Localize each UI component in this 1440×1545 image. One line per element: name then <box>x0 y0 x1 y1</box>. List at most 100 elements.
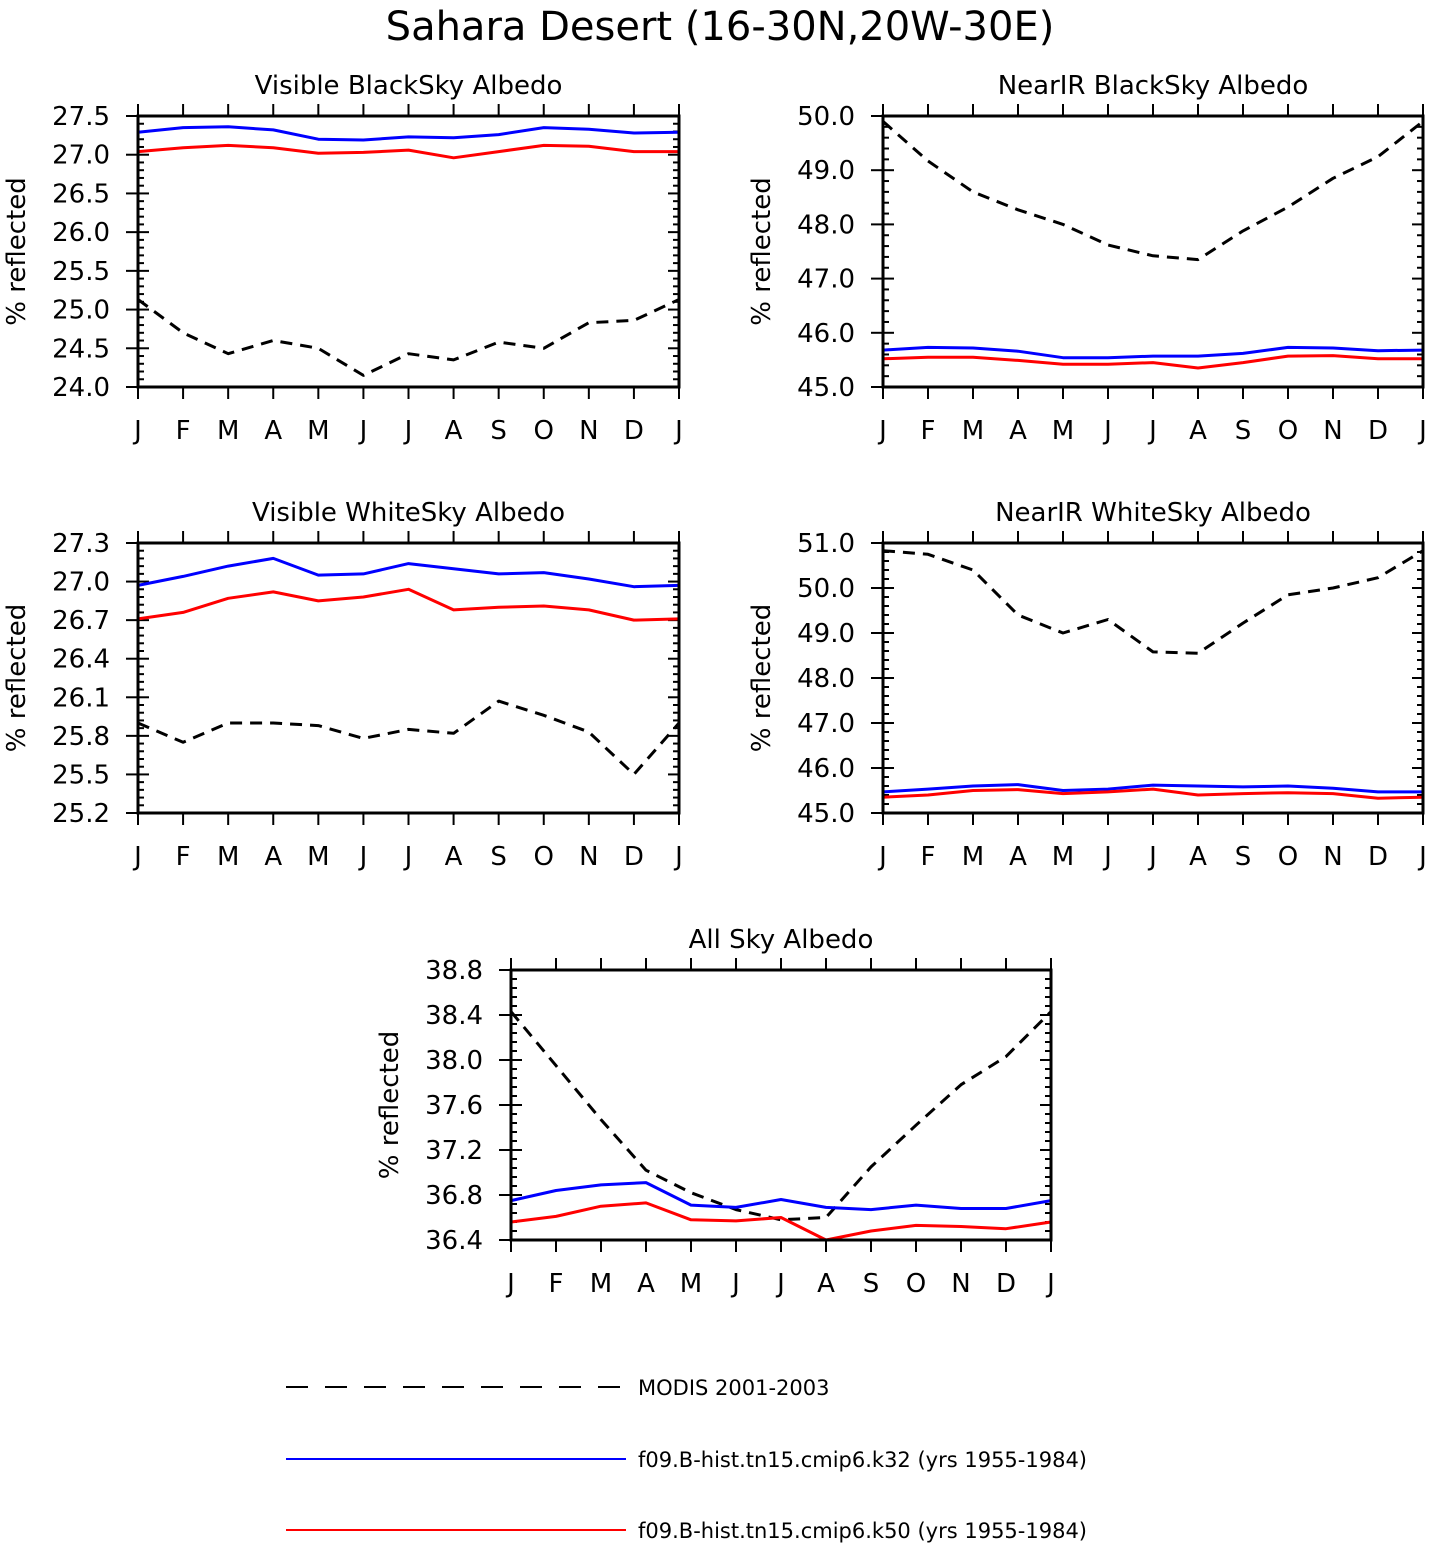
x-tick-label-jun: J <box>1102 416 1112 446</box>
x-tick-label-jul: J <box>775 1269 785 1299</box>
legend-label-k50: f09.B-hist.tn15.cmip6.k50 (yrs 1955-1984… <box>638 1519 1087 1543</box>
plot-frame <box>136 114 681 389</box>
x-tick-label-oct: O <box>534 416 554 446</box>
y-tick-label: 25.8 <box>52 722 110 752</box>
x-tick-label-jun: J <box>358 842 368 872</box>
y-tick-label: 27.5 <box>52 102 110 132</box>
series-line-k32 <box>137 556 680 589</box>
x-tick-label-feb: F <box>921 842 936 872</box>
x-tick-label-jun: J <box>1102 842 1112 872</box>
x-tick-label-nov: N <box>1323 416 1342 446</box>
x-tick-label-oct: O <box>906 1269 926 1299</box>
panel-title: All Sky Albedo <box>689 925 874 955</box>
y-tick-label: 47.0 <box>797 709 855 739</box>
y-tick-label: 51.0 <box>797 529 855 559</box>
series-line-k32 <box>882 783 1423 794</box>
x-tick-label-jan2: J <box>1417 842 1427 872</box>
y-tick-label: 26.4 <box>52 645 110 675</box>
x-tick-label-jan: J <box>877 416 887 446</box>
x-tick-label-mar: M <box>217 842 239 872</box>
x-tick-label-jun: J <box>730 1269 740 1299</box>
y-tick-label: 50.0 <box>797 102 855 132</box>
y-tick-label: 26.1 <box>52 683 110 713</box>
y-tick-label: 25.2 <box>52 799 110 829</box>
x-tick-label-sep: S <box>863 1269 880 1299</box>
y-tick-label: 25.5 <box>52 257 110 287</box>
y-tick-label: 37.6 <box>425 1091 483 1121</box>
x-tick-label-dec: D <box>1368 416 1388 446</box>
x-tick-label-apr: A <box>264 416 282 446</box>
y-tick-label: 49.0 <box>797 156 855 186</box>
x-tick-label-apr: A <box>264 842 282 872</box>
x-tick-label-jul: J <box>1147 842 1157 872</box>
series-line-modis <box>882 120 1424 262</box>
plot-frame <box>509 968 1053 1242</box>
y-tick-label: 45.0 <box>797 799 855 829</box>
y-tick-label: 27.0 <box>52 568 110 598</box>
legend-label-modis: MODIS 2001-2003 <box>638 1376 829 1400</box>
x-tick-label-feb: F <box>176 416 191 446</box>
x-tick-label-jul: J <box>403 416 413 446</box>
y-tick-label: 26.0 <box>52 218 110 248</box>
y-tick-label: 49.0 <box>797 619 855 649</box>
legend: MODIS 2001-2003 f09.B-hist.tn15.cmip6.k3… <box>286 1376 1087 1543</box>
panel-title: NearIR BlackSky Albedo <box>998 71 1309 101</box>
x-tick-label-sep: S <box>490 416 507 446</box>
x-tick-label-jan: J <box>877 842 887 872</box>
x-tick-label-jan2: J <box>1417 416 1427 446</box>
x-tick-label-dec: D <box>624 842 644 872</box>
panel-title: Visible WhiteSky Albedo <box>252 498 565 528</box>
legend-item-k50: f09.B-hist.tn15.cmip6.k50 (yrs 1955-1984… <box>286 1519 1087 1543</box>
x-tick-label-nov: N <box>579 842 598 872</box>
series-line-k50 <box>137 143 679 160</box>
y-tick-label: 24.0 <box>52 373 110 403</box>
series-line-k32 <box>882 345 1424 360</box>
x-tick-label-feb: F <box>549 1269 564 1299</box>
x-tick-label-mar: M <box>962 416 984 446</box>
series-line-k50 <box>510 1201 1052 1242</box>
x-tick-label-oct: O <box>1278 416 1298 446</box>
x-tick-label-feb: F <box>921 416 936 446</box>
y-tick-label: 38.4 <box>425 1001 483 1031</box>
x-tick-label-aug: A <box>817 1269 835 1299</box>
panel-visible-whitesky: Visible WhiteSky Albedo % reflected 25.2 25… <box>2 498 683 872</box>
y-tick-label: 27.0 <box>52 141 110 171</box>
y-tick-label: 45.0 <box>797 373 855 403</box>
y-tick-label: 38.0 <box>425 1046 483 1076</box>
x-tick-label-jan: J <box>132 842 142 872</box>
x-tick-label-jul: J <box>1147 416 1157 446</box>
y-tick-label: 46.0 <box>797 319 855 349</box>
x-tick-label-dec: D <box>996 1269 1016 1299</box>
panel-nearir-whitesky: NearIR WhiteSky Albedo % reflected 45.0 46.… <box>747 498 1427 872</box>
x-tick-label-nov: N <box>1323 842 1342 872</box>
y-tick-label: 50.0 <box>797 574 855 604</box>
x-tick-label-jun: J <box>358 416 368 446</box>
x-tick-label-jan: J <box>132 416 142 446</box>
x-tick-label-jan2: J <box>673 842 683 872</box>
y-tick-label: 36.4 <box>425 1226 483 1256</box>
x-tick-label-may: M <box>680 1269 702 1299</box>
y-axis-label: % reflected <box>747 604 777 752</box>
x-tick-label-mar: M <box>962 842 984 872</box>
x-tick-label-sep: S <box>1235 416 1252 446</box>
y-tick-label: 24.5 <box>52 334 110 364</box>
x-tick-label-feb: F <box>176 842 191 872</box>
x-tick-label-mar: M <box>590 1269 612 1299</box>
x-tick-label-sep: S <box>490 842 507 872</box>
y-tick-label: 38.8 <box>425 956 483 986</box>
panel-allsky: All Sky Albedo % reflected 36.4 36.8 37.2 37.… <box>375 925 1055 1299</box>
x-tick-label-jan: J <box>505 1269 515 1299</box>
y-tick-label: 27.3 <box>52 529 110 559</box>
x-tick-label-apr: A <box>637 1269 655 1299</box>
plot-frame <box>881 114 1425 389</box>
y-axis-label: % reflected <box>2 177 32 325</box>
x-tick-label-aug: A <box>1189 842 1207 872</box>
x-tick-label-sep: S <box>1235 842 1252 872</box>
figure-title: Sahara Desert (16-30N,20W-30E) <box>386 4 1055 50</box>
y-tick-label: 48.0 <box>797 664 855 694</box>
x-tick-label-oct: O <box>1278 842 1298 872</box>
x-tick-label-aug: A <box>445 416 463 446</box>
series-line-k50 <box>137 587 680 622</box>
series-line-k50 <box>882 787 1424 800</box>
